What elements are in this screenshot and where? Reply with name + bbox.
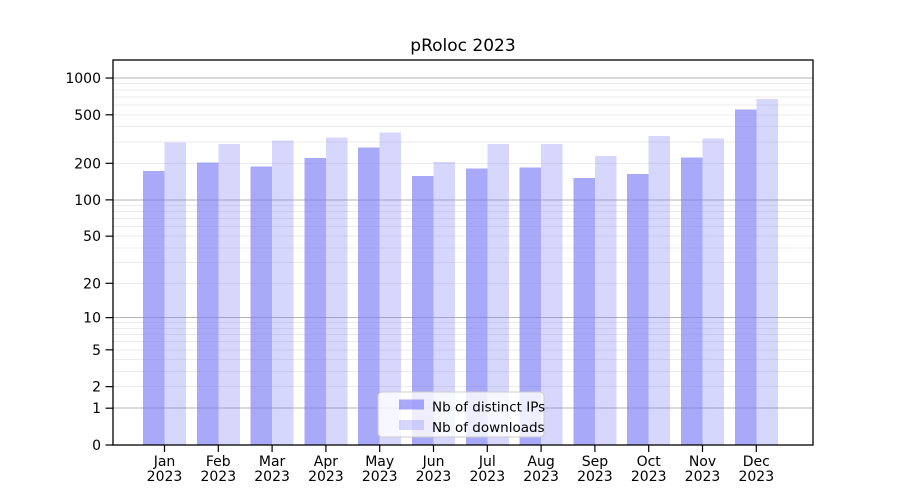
y-tick-label: 1 xyxy=(92,401,101,417)
legend-swatch-distinct-ips xyxy=(399,399,424,410)
x-axis: Jan 2023 Feb 2023 Mar 2023 Apr 2023 May 2023 Jun 20… xyxy=(147,445,774,485)
bar-series xyxy=(143,98,778,446)
x-tick-label-jul: Jul 2023 xyxy=(469,454,505,485)
x-tick-label-feb: Feb 2023 xyxy=(200,454,236,485)
bar-apr-downloads xyxy=(325,137,348,445)
x-tick-label-apr: Apr 2023 xyxy=(308,454,344,485)
x-tick-label-dec: Dec 2023 xyxy=(738,454,774,485)
bar-nov-ips xyxy=(681,157,703,446)
y-tick-label: 50 xyxy=(83,229,101,245)
bar-oct-downloads xyxy=(648,136,671,446)
bar-jan-ips xyxy=(143,170,165,445)
legend-swatch-downloads xyxy=(399,420,424,430)
chart-title: pRoloc 2023 xyxy=(410,36,515,56)
x-tick-label-sep: Sep 2023 xyxy=(577,454,613,485)
bar-jul-ips xyxy=(465,168,488,445)
bar-jan-downloads xyxy=(164,142,186,445)
bar-jul-downloads xyxy=(487,144,509,445)
bar-sep-downloads xyxy=(594,155,617,446)
bar-nov-downloads xyxy=(702,138,724,445)
y-tick-label: 1000 xyxy=(65,71,101,87)
y-tick-label: 20 xyxy=(83,276,101,292)
bar-sep-ips xyxy=(573,178,595,445)
legend-label-distinct-ips: Nb of distinct IPs xyxy=(432,400,545,416)
bar-mar-ips xyxy=(250,166,273,445)
bar-dec-ips xyxy=(734,109,757,446)
bar-mar-downloads xyxy=(272,140,294,445)
y-tick-label: 0 xyxy=(92,438,101,454)
x-tick-label-aug: Aug 2023 xyxy=(523,454,559,485)
bar-jun-downloads xyxy=(433,162,455,445)
bar-dec-downloads xyxy=(756,98,778,446)
bar-may-ips xyxy=(358,147,380,445)
y-tick-label: 5 xyxy=(92,343,101,359)
plot-border xyxy=(112,59,814,446)
bar-aug-ips xyxy=(519,167,542,445)
x-tick-label-may: May 2023 xyxy=(362,454,398,485)
y-tick-label: 2 xyxy=(92,380,101,396)
y-tick-label: 10 xyxy=(83,311,101,327)
bar-apr-ips xyxy=(304,157,326,446)
bar-feb-downloads xyxy=(218,144,240,445)
legend-label-downloads: Nb of downloads xyxy=(432,420,545,436)
x-tick-label-jun: Jun 2023 xyxy=(416,454,452,485)
y-tick-label: 500 xyxy=(74,108,101,124)
bar-aug-downloads xyxy=(541,144,563,445)
x-tick-label-oct: Oct 2023 xyxy=(631,454,667,485)
bar-may-downloads xyxy=(379,132,402,446)
y-tick-label: 200 xyxy=(74,156,101,172)
x-tick-label-mar: Mar 2023 xyxy=(254,454,290,485)
y-tick-label: 100 xyxy=(74,193,101,209)
y-axis: 0 1 2 5 10 20 50 100 200 500 1000 xyxy=(65,71,113,454)
x-tick-label-jan: Jan 2023 xyxy=(147,454,183,485)
bar-jun-ips xyxy=(412,175,434,445)
bar-feb-ips xyxy=(196,162,219,445)
legend: Nb of distinct IPs Nb of downloads xyxy=(377,391,545,438)
x-tick-label-nov: Nov 2023 xyxy=(685,454,721,485)
bar-oct-ips xyxy=(627,174,649,445)
